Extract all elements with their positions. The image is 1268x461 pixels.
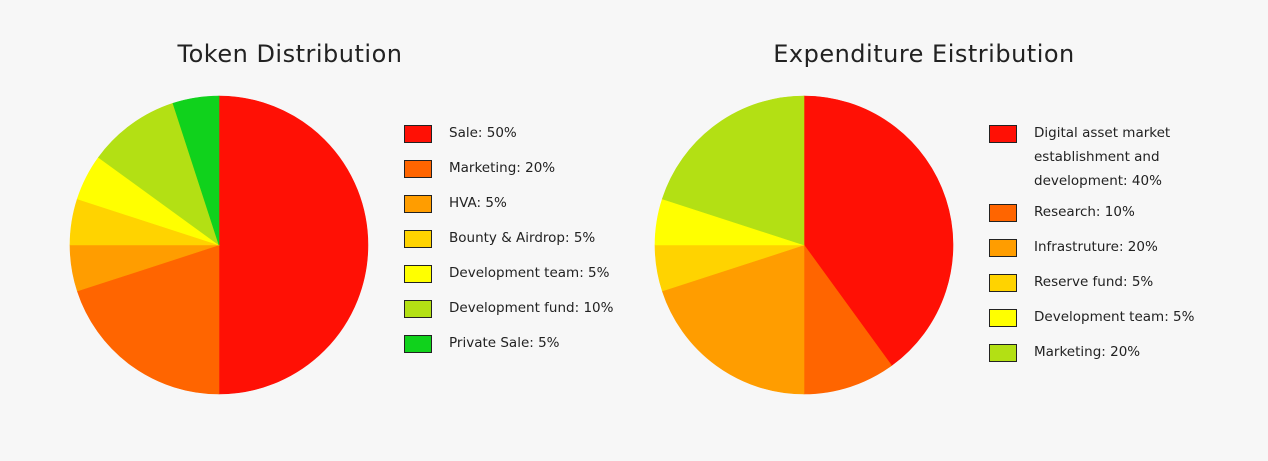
legend-item: Development team: 5%	[404, 264, 629, 285]
legend-label: Private Sale: 5%	[449, 335, 560, 351]
pie-slice	[218, 95, 369, 395]
expenditure-pie	[654, 95, 954, 395]
legend-label: Development fund: 10%	[449, 300, 614, 316]
legend-item: Marketing: 20%	[404, 159, 629, 180]
legend-label: Sale: 50%	[449, 125, 517, 141]
legend-swatch	[989, 309, 1017, 327]
legend-label: Bounty & Airdrop: 5%	[449, 230, 596, 246]
expenditure-legend: Digital asset market establishment and d…	[989, 124, 1259, 378]
legend-swatch	[404, 265, 432, 283]
legend-swatch	[989, 204, 1017, 222]
legend-swatch	[404, 195, 432, 213]
legend-label: Digital asset market establishment and d…	[1034, 125, 1171, 189]
legend-swatch	[989, 125, 1017, 143]
token-chart-title: Token Distribution	[177, 40, 403, 68]
legend-label: Marketing: 20%	[449, 160, 556, 176]
expenditure-distribution-chart: Expenditure Eistribution Digital asset m…	[634, 0, 1268, 461]
legend-label: Infrastruture: 20%	[1034, 239, 1158, 255]
legend-item: Sale: 50%	[404, 124, 629, 145]
legend-item: HVA: 5%	[404, 194, 629, 215]
legend-label: Marketing: 20%	[1034, 344, 1141, 360]
expenditure-chart-title: Expenditure Eistribution	[773, 40, 1075, 68]
legend-swatch	[404, 300, 432, 318]
legend-swatch	[989, 274, 1017, 292]
legend-item: Infrastruture: 20%	[989, 238, 1259, 259]
legend-item: Digital asset market establishment and d…	[989, 124, 1259, 193]
legend-swatch	[404, 125, 432, 143]
legend-item: Private Sale: 5%	[404, 334, 629, 355]
token-pie	[69, 95, 369, 395]
legend-swatch	[989, 239, 1017, 257]
pie-slice	[661, 244, 805, 395]
legend-item: Development fund: 10%	[404, 299, 629, 320]
legend-swatch	[989, 344, 1017, 362]
pie-slice	[661, 95, 805, 246]
legend-label: Development team: 5%	[449, 265, 610, 281]
legend-item: Bounty & Airdrop: 5%	[404, 229, 629, 250]
legend-item: Research: 10%	[989, 203, 1259, 224]
legend-item: Development team: 5%	[989, 308, 1259, 329]
pie-slice	[803, 244, 892, 395]
legend-label: Reserve fund: 5%	[1034, 274, 1154, 290]
token-legend: Sale: 50% Marketing: 20% HVA: 5% Bounty & A…	[404, 124, 629, 369]
legend-label: Development team: 5%	[1034, 309, 1195, 325]
legend-item: Reserve fund: 5%	[989, 273, 1259, 294]
token-distribution-chart: Token Distribution Sale: 50% Marketing: 2…	[69, 40, 629, 395]
legend-label: Research: 10%	[1034, 204, 1135, 220]
pie-slice	[98, 102, 220, 246]
legend-swatch	[404, 160, 432, 178]
legend-swatch	[404, 230, 432, 248]
pie-slice	[76, 244, 220, 395]
pie-slice	[172, 95, 220, 246]
legend-swatch	[404, 335, 432, 353]
legend-label: HVA: 5%	[449, 195, 507, 211]
legend-item: Marketing: 20%	[989, 343, 1259, 364]
pie-slice	[803, 95, 954, 366]
